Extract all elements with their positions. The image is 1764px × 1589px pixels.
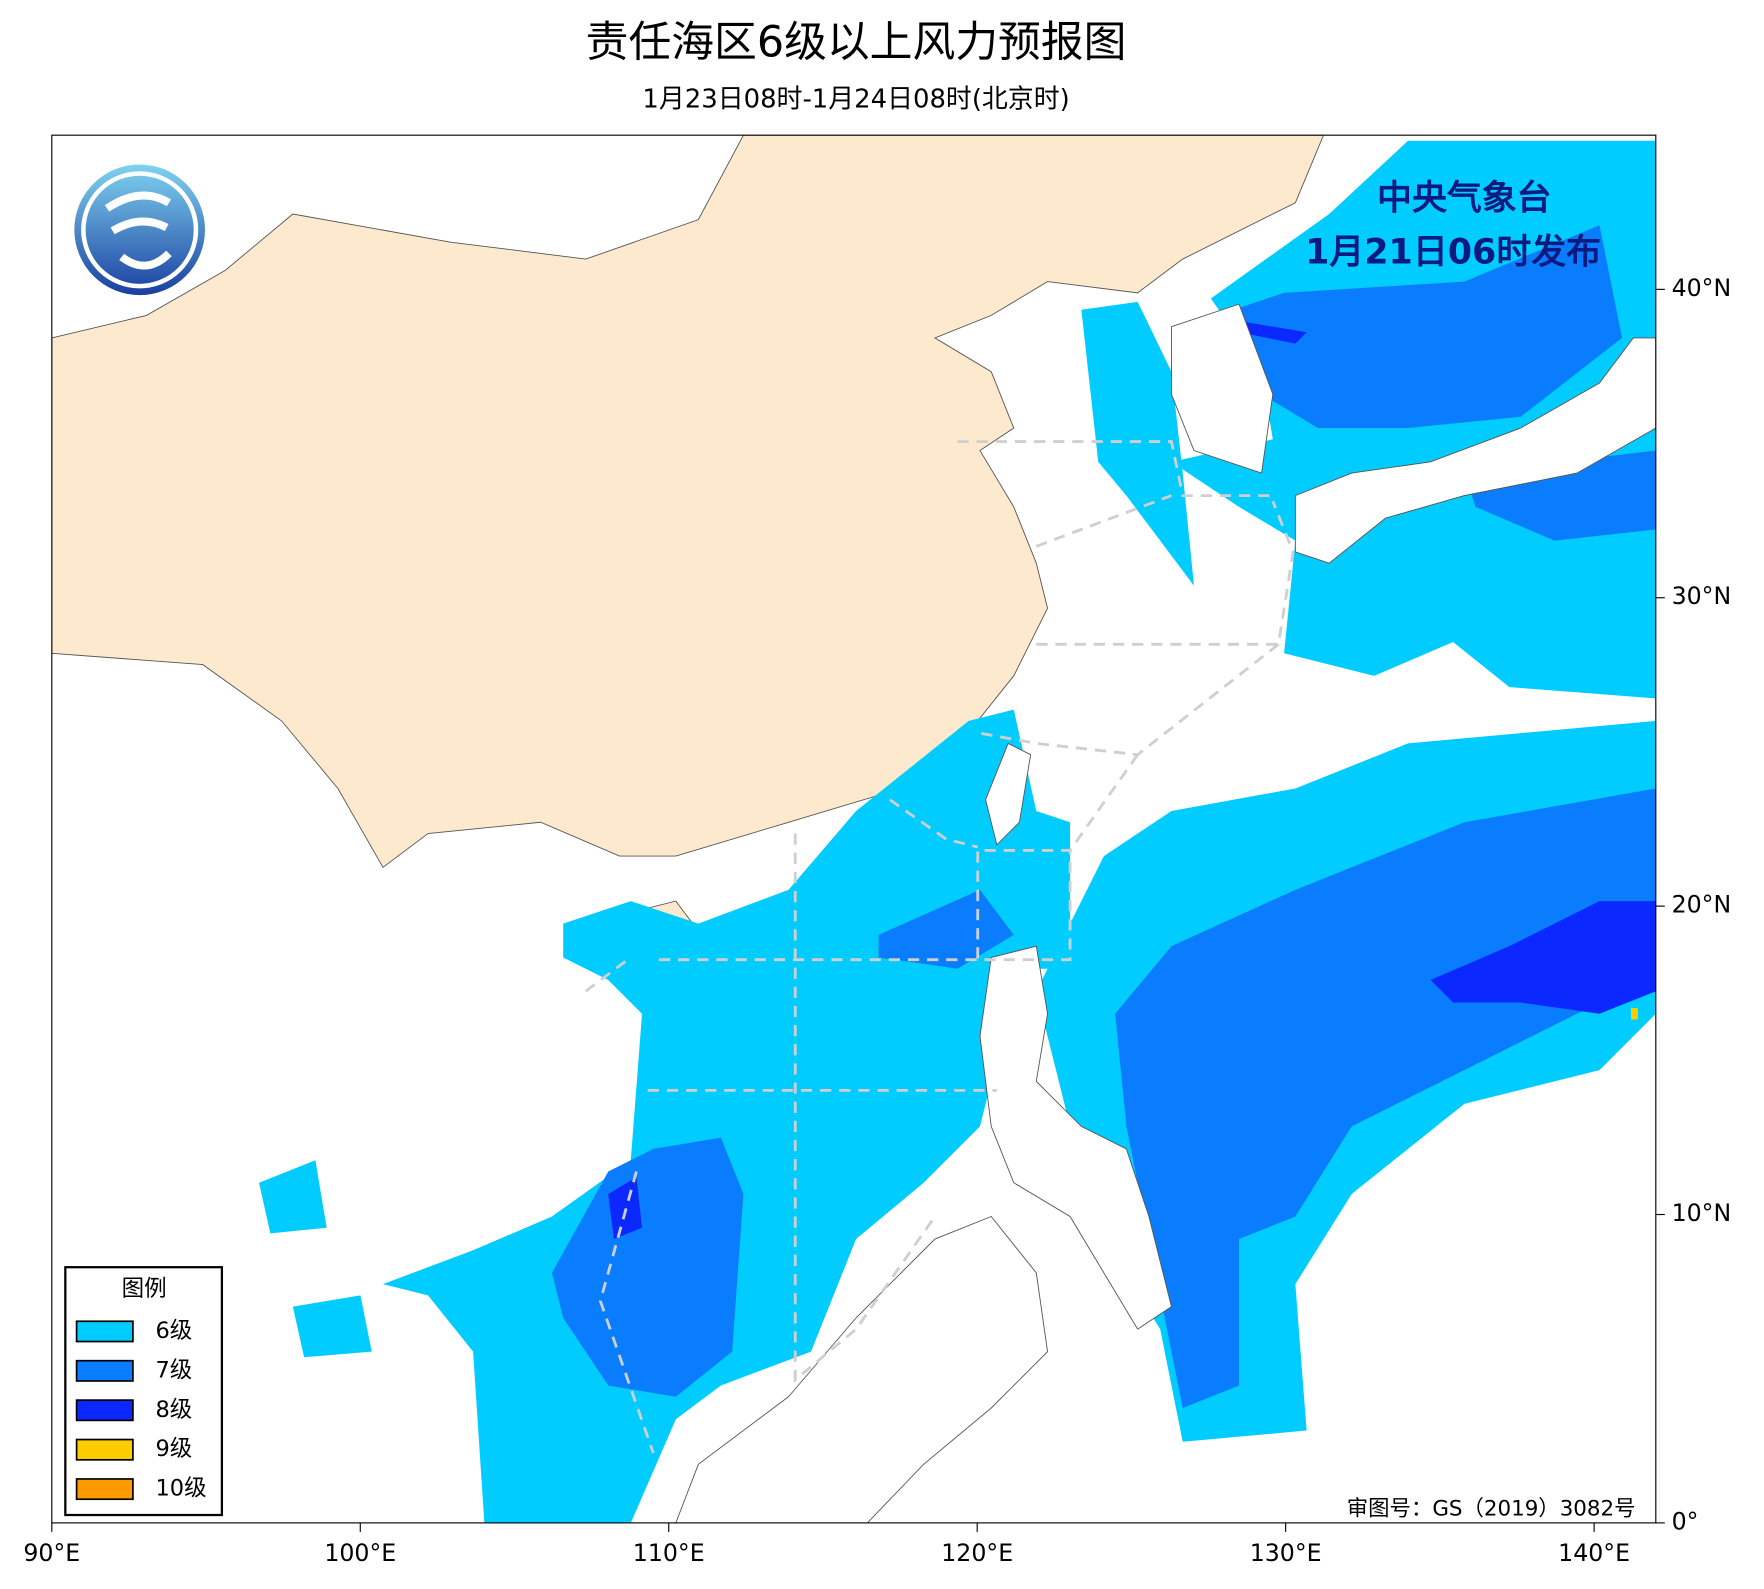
- wind-area: [1239, 321, 1307, 344]
- x-tick-label: 90°E: [23, 1539, 80, 1567]
- legend-box: [64, 1266, 224, 1517]
- zone-line: [974, 643, 1280, 757]
- legend-swatch: [75, 1320, 134, 1343]
- legend-label: 10级: [155, 1476, 206, 1502]
- legend-swatch: [75, 1399, 134, 1422]
- wind-area: [1430, 901, 1656, 1014]
- zone-line: [793, 833, 937, 1383]
- logo-circle: [74, 164, 206, 296]
- x-tick-label: 120°E: [941, 1539, 1013, 1567]
- legend-label: 8级: [155, 1397, 192, 1423]
- wind-area: [259, 1160, 327, 1234]
- borneo: [675, 1215, 1049, 1523]
- legend-swatch: [75, 1478, 134, 1501]
- legend-label: 9级: [155, 1436, 192, 1462]
- wind-area: [382, 709, 1071, 1523]
- y-tick-label: 0°: [1672, 1507, 1699, 1535]
- logo: [74, 164, 206, 296]
- logo-mark: [104, 191, 172, 270]
- level-8-areas: [608, 321, 1656, 1240]
- wind-area: [1081, 301, 1194, 586]
- y-tick-label: 20°N: [1672, 891, 1732, 919]
- zone-line: [584, 956, 632, 993]
- axes: 90°E 100°E 110°E 120°E 130°E 140°E 0° 10°N 20°N 3…: [23, 274, 1731, 1567]
- subtitle: 1月23日08时-1月24日08时(北京时): [642, 85, 1069, 115]
- zone-line: [889, 798, 979, 849]
- philippines: [979, 945, 1172, 1330]
- y-tick-label: 30°N: [1672, 582, 1732, 610]
- x-tick-label: 110°E: [633, 1539, 705, 1567]
- map: [51, 135, 1656, 1523]
- legend-swatch: [75, 1438, 134, 1461]
- taiwan: [985, 742, 1032, 846]
- wind-area: [1631, 1008, 1638, 1020]
- zone-line: [1036, 500, 1295, 646]
- japan: [1294, 337, 1656, 564]
- legend-title: 图例: [122, 1276, 167, 1302]
- issue-time: 1月21日06时发布: [1305, 232, 1601, 272]
- wind-area: [878, 889, 1014, 969]
- issuer-name: 中央气象台: [1377, 178, 1552, 218]
- y-tick-label: 10°N: [1672, 1199, 1732, 1227]
- china-land: [51, 135, 1325, 868]
- zone-line: [976, 753, 1139, 962]
- x-tick-label: 130°E: [1250, 1539, 1322, 1567]
- korea: [1171, 303, 1274, 474]
- wind-area: [551, 1137, 744, 1397]
- wind-area: [292, 1295, 372, 1358]
- y-tick-label: 40°N: [1672, 274, 1732, 302]
- legend: 图例 6级 7级 8级 9级 10级: [64, 1266, 224, 1517]
- legend-label: 7级: [155, 1357, 192, 1383]
- map-approval: 审图号：GS（2019）3082号: [1347, 1496, 1636, 1521]
- zone-line: [598, 1171, 655, 1454]
- zone-line: [957, 440, 1273, 498]
- legend-swatch: [75, 1359, 134, 1382]
- wind-area: [1216, 225, 1623, 429]
- title: 责任海区6级以上风力预报图: [586, 18, 1127, 68]
- x-tick-label: 100°E: [324, 1539, 396, 1567]
- map-frame: [51, 134, 1657, 1524]
- x-tick-label: 140°E: [1558, 1539, 1630, 1567]
- zone-line: [1035, 494, 1172, 548]
- wind-area: [608, 1177, 643, 1240]
- legend-label: 6级: [155, 1318, 192, 1344]
- logo-ring: [81, 171, 199, 289]
- sea-zones: [584, 440, 1295, 1454]
